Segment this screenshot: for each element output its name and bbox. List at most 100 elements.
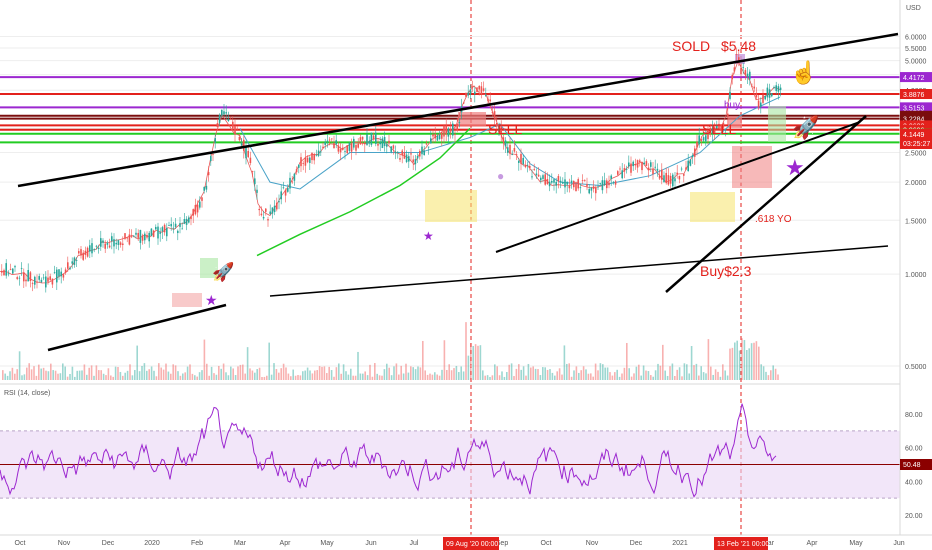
- volume-bar: [42, 367, 45, 380]
- candle-body: [592, 186, 595, 189]
- candle-body: [399, 158, 401, 160]
- candle-body: [441, 132, 443, 139]
- candle-body: [691, 155, 694, 158]
- zone-box[interactable]: [690, 192, 735, 222]
- countdown-label: 03:25:27: [903, 141, 930, 148]
- volume-bar: [330, 370, 333, 380]
- pointing-hand-icon: ☝: [790, 59, 817, 86]
- volume-bar: [16, 369, 18, 380]
- candle-body: [452, 123, 454, 136]
- candle-body: [315, 155, 318, 157]
- candle-body: [590, 187, 593, 191]
- candle-body: [777, 86, 780, 92]
- volume-bar: [623, 367, 626, 380]
- candle-body: [676, 172, 678, 175]
- volume-bar: [664, 370, 666, 380]
- candle-body: [573, 180, 575, 188]
- candle-body: [106, 242, 109, 245]
- volume-bar: [179, 375, 182, 380]
- volume-bar: [681, 376, 683, 380]
- trend-line-support-2[interactable]: [665, 115, 867, 293]
- candle-body: [606, 180, 608, 189]
- time-tick-label: Dec: [102, 540, 115, 547]
- candle-body: [34, 276, 36, 285]
- volume-bar: [335, 367, 338, 380]
- volume-bar: [700, 366, 702, 380]
- time-tick-label: Mar: [234, 540, 247, 547]
- rsi-pane[interactable]: [0, 403, 900, 499]
- volume-bar: [177, 371, 179, 380]
- candle-body: [773, 87, 775, 88]
- trend-line-channel[interactable]: [495, 121, 861, 253]
- volume-bar: [167, 371, 170, 380]
- candle-body: [471, 86, 474, 88]
- trend-line-support-1[interactable]: [47, 303, 227, 352]
- volume-bar: [558, 368, 561, 380]
- candle-body: [738, 57, 740, 64]
- volume-bar: [309, 370, 311, 380]
- zone-box[interactable]: [425, 190, 477, 222]
- candle-body: [16, 277, 18, 279]
- zone-box[interactable]: [458, 112, 486, 126]
- candle-body: [271, 207, 274, 214]
- candle-body: [229, 118, 232, 120]
- candle-body: [489, 99, 491, 102]
- candle-body: [599, 183, 601, 184]
- volume-bar: [76, 370, 78, 380]
- price-candles[interactable]: [1, 47, 782, 293]
- volume-bar: [270, 374, 273, 380]
- candle-body: [443, 125, 445, 137]
- candle-body: [89, 245, 91, 252]
- candle-body: [364, 142, 366, 145]
- candle-body: [205, 185, 208, 190]
- volume-bar: [254, 372, 256, 380]
- candle-body: [641, 162, 643, 171]
- candle-body: [346, 145, 348, 153]
- candle-body: [469, 89, 472, 95]
- volume-bar: [446, 369, 448, 380]
- volume-bar: [155, 376, 158, 380]
- zone-box[interactable]: [768, 106, 786, 142]
- candle-body: [742, 66, 744, 68]
- candle-body: [766, 87, 769, 98]
- candle-body: [256, 189, 258, 193]
- volume-bar: [659, 365, 662, 380]
- date-badge-1-label: 09 Aug '20 00:00: [446, 541, 498, 548]
- candle-body: [207, 172, 210, 176]
- candle-body: [414, 159, 417, 165]
- candle-body: [42, 277, 45, 279]
- volume-bar: [246, 347, 249, 380]
- volume-bar: [484, 375, 486, 380]
- candle-body: [614, 181, 617, 185]
- candle-body: [117, 240, 120, 245]
- candle-body: [535, 173, 538, 176]
- volume-bar: [618, 376, 621, 380]
- volume-bar: [513, 376, 515, 380]
- candle-body: [643, 162, 645, 165]
- volume-bar: [458, 372, 460, 380]
- candle-body: [652, 168, 654, 175]
- volume-bar: [220, 368, 222, 380]
- zone-box[interactable]: [735, 54, 745, 64]
- volume-bar: [222, 363, 225, 380]
- candle-body: [645, 161, 648, 166]
- volume-bar: [731, 347, 734, 380]
- trend-line-upper[interactable]: [17, 32, 899, 188]
- rsi-tick-label: 80.00: [905, 412, 923, 419]
- zone-box[interactable]: [172, 293, 202, 307]
- candle-body: [300, 157, 302, 167]
- candle-body: [93, 249, 95, 251]
- trend-line-base[interactable]: [269, 245, 889, 297]
- volume-bar: [215, 374, 218, 380]
- zone-box[interactable]: [728, 116, 742, 128]
- zone-box[interactable]: [200, 258, 218, 278]
- zone-box[interactable]: [732, 146, 772, 188]
- candle-body: [56, 269, 58, 283]
- candle-body: [183, 219, 186, 224]
- candle-body: [779, 87, 782, 90]
- volume-bar: [81, 370, 83, 380]
- candle-body: [749, 71, 751, 80]
- candle-body: [86, 247, 89, 257]
